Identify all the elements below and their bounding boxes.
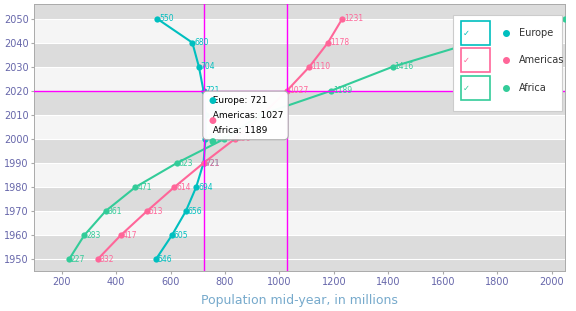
FancyBboxPatch shape [461,21,490,45]
Text: 1178: 1178 [330,38,349,47]
Text: ✓: ✓ [463,56,469,65]
Text: 797: 797 [226,134,241,143]
Text: 680: 680 [194,38,209,47]
Text: 550: 550 [159,14,173,23]
Text: 546: 546 [158,255,172,264]
Bar [35,19,565,43]
Text: 721: 721 [206,159,220,168]
Bar [35,259,565,271]
FancyBboxPatch shape [453,15,562,111]
Text: 721: 721 [206,159,220,168]
Text: 283: 283 [86,231,101,240]
Bar [35,163,565,187]
Bar [35,211,565,235]
FancyBboxPatch shape [461,48,490,72]
Bar [35,43,565,67]
Text: ●: ● [208,95,216,104]
Text: 605: 605 [174,231,188,240]
Text: 623: 623 [179,159,193,168]
Bar [35,67,565,91]
Bar [35,187,565,211]
Text: 721: 721 [206,86,220,95]
Text: ●: ● [208,137,216,146]
Text: 361: 361 [108,207,122,216]
Text: 332: 332 [100,255,114,264]
Text: 1710: 1710 [475,38,494,47]
Text: 1231: 1231 [344,14,363,23]
Text: Americas: Americas [519,55,564,65]
Text: 1416: 1416 [395,62,414,71]
Text: ●: ● [208,116,216,125]
Text: 471: 471 [137,183,152,192]
Text: ✓: ✓ [463,84,469,93]
Bar [35,235,565,259]
Text: 694: 694 [198,183,213,192]
FancyBboxPatch shape [461,76,490,100]
X-axis label: Population mid-year, in millions: Population mid-year, in millions [202,294,399,307]
Text: 730: 730 [208,110,222,119]
Text: 656: 656 [188,207,202,216]
Text: 930: 930 [262,110,277,119]
Text: 513: 513 [149,207,164,216]
Bar [35,115,565,139]
Bar [35,4,565,19]
Bar [35,139,565,163]
Text: Europe: Europe [519,28,554,38]
Text: 1110: 1110 [311,62,331,71]
Text: ✓: ✓ [463,29,469,38]
Text: 704: 704 [201,62,215,71]
Text: Africa: Africa [519,83,547,93]
Text: 1189: 1189 [333,86,352,95]
Text: 614: 614 [176,183,191,192]
Text: 227: 227 [71,255,85,264]
Text: Europe: 721
  Americas: 1027
  Africa: 1189: Europe: 721 Americas: 1027 Africa: 1189 [207,95,284,135]
Bar [35,91,565,115]
Text: 936: 936 [264,110,279,119]
Text: 417: 417 [123,231,137,240]
Text: 836: 836 [237,134,251,143]
Text: 728: 728 [207,134,222,143]
Text: 1027: 1027 [289,86,308,95]
